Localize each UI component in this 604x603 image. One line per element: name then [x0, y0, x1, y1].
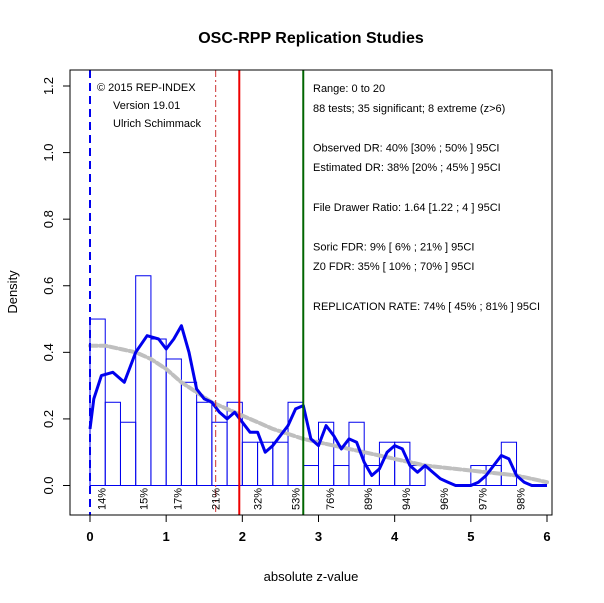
- power-label: 53%: [291, 488, 303, 510]
- annotation-line: Range: 0 to 20: [313, 83, 385, 95]
- histogram-bars: [89, 275, 518, 487]
- y-tick-label: 0.6: [41, 277, 56, 295]
- power-label: 32%: [253, 488, 265, 510]
- histogram-bar: [318, 421, 335, 486]
- histogram-bar: [272, 441, 289, 486]
- y-tick-label: 1.2: [41, 77, 56, 95]
- annotation-line: Estimated DR: 38% [20% ; 45% ] 95CI: [313, 162, 501, 174]
- y-axis: 0.0 0.2 0.4 0.6 0.8 1.0 1.2: [41, 77, 71, 495]
- x-tick-label: 3: [315, 529, 322, 544]
- x-tick-label: 2: [239, 529, 246, 544]
- annotation-line: REPLICATION RATE: 74% [ 45% ; 81% ] 95CI: [313, 301, 540, 313]
- histogram-bar: [500, 441, 518, 486]
- reference-lines: [89, 70, 305, 515]
- y-tick-label: 0.0: [41, 476, 56, 494]
- histogram-bar: [333, 465, 350, 486]
- x-axis: 0 1 2 3 4 5 6: [86, 514, 551, 544]
- power-label: 96%: [439, 488, 451, 510]
- annotation-line: 88 tests; 35 significant; 8 extreme (z>6…: [313, 103, 505, 115]
- y-tick-label: 0.8: [41, 210, 56, 228]
- annotation-line: Observed DR: 40% [30% ; 50% ] 95CI: [313, 142, 499, 154]
- power-label: 89%: [363, 488, 375, 510]
- x-axis-label: absolute z-value: [264, 569, 359, 584]
- power-label: 17%: [173, 488, 185, 510]
- y-tick-label: 1.0: [41, 144, 56, 162]
- power-label: 76%: [325, 488, 337, 510]
- annotation-line: Version 19.01: [113, 100, 180, 112]
- annotation-line: Soric FDR: 9% [ 6% ; 21% ] 95CI: [313, 241, 474, 253]
- power-label: 94%: [401, 488, 413, 510]
- y-axis-label: Density: [5, 270, 20, 314]
- x-tick-label: 4: [391, 529, 399, 544]
- annotation-line: File Drawer Ratio: 1.64 [1.22 ; 4 ] 95CI: [313, 202, 501, 214]
- annotation-right: Range: 0 to 20 88 tests; 35 significant; …: [313, 83, 540, 313]
- x-tick-label: 6: [543, 529, 550, 544]
- histogram-bar: [196, 401, 213, 487]
- power-label: 98%: [515, 488, 527, 510]
- histogram-bar: [241, 441, 259, 486]
- power-label: 15%: [138, 488, 150, 510]
- histogram-bar: [211, 421, 228, 486]
- y-tick-label: 0.4: [41, 343, 56, 361]
- y-tick-label: 0.2: [41, 410, 56, 428]
- density-curve-group: [88, 324, 547, 487]
- histogram-bar: [119, 421, 137, 486]
- power-label: 97%: [477, 488, 489, 510]
- plot-frame: [69, 69, 553, 516]
- power-label: 21%: [211, 488, 223, 510]
- histogram-bar: [135, 275, 152, 487]
- chart-title: OSC-RPP Replication Studies: [198, 30, 424, 47]
- power-labels: 14% 15% 17% 21% 32% 53% 76% 89% 94% 96% 97% 98%: [96, 488, 527, 510]
- density-curve: [88, 324, 547, 487]
- annotation-line: Z0 FDR: 35% [ 10% ; 70% ] 95CI: [313, 261, 474, 273]
- x-tick-label: 5: [467, 529, 474, 544]
- histogram-bar: [104, 401, 121, 487]
- x-tick-label: 1: [163, 529, 170, 544]
- x-tick-label: 0: [86, 529, 93, 544]
- annotation-line: Ulrich Schimmack: [113, 118, 202, 130]
- annotation-left: © 2015 REP-INDEX Version 19.01 Ulrich Schi…: [97, 82, 202, 130]
- power-label: 14%: [96, 488, 108, 510]
- histogram-bar: [180, 381, 198, 487]
- annotation-line: © 2015 REP-INDEX: [97, 82, 196, 94]
- histogram-bar: [287, 401, 304, 487]
- histogram-bar: [302, 465, 319, 486]
